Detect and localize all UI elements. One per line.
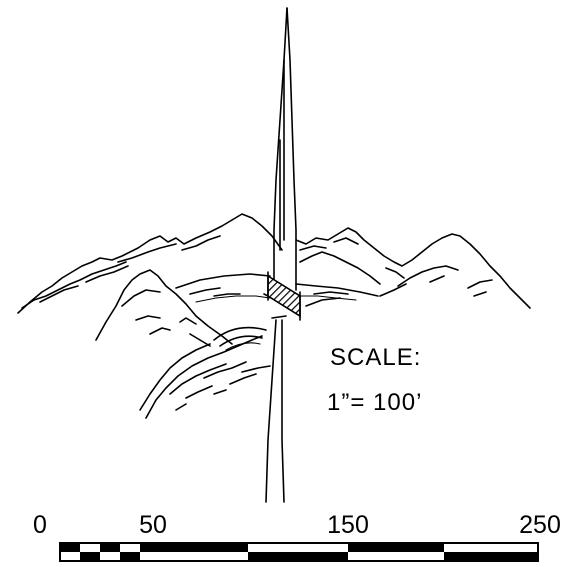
graphic-scale-bar: 0 50 150 250 <box>33 511 561 562</box>
right-ridge <box>295 227 531 309</box>
scale-tick-250: 250 <box>519 511 561 539</box>
scale-ratio: 1”= 100’ <box>327 389 422 416</box>
scale-tick-50: 50 <box>139 511 167 539</box>
dam-structure <box>263 271 301 321</box>
scale-title: SCALE: <box>330 344 421 371</box>
left-inner-peak <box>95 269 233 345</box>
scale-tick-150: 150 <box>327 511 369 539</box>
scale-seg <box>120 552 140 561</box>
terrain-sketch <box>17 213 531 419</box>
scale-tick-0: 0 <box>33 511 47 539</box>
north-arrow-spire <box>273 7 297 291</box>
dam-arc <box>213 326 267 341</box>
scale-seg <box>80 552 100 561</box>
lower-shaft <box>265 315 287 503</box>
scale-seg <box>100 543 120 552</box>
scale-seg <box>248 552 348 561</box>
scale-seg <box>348 543 444 552</box>
scale-seg <box>158 543 248 552</box>
scale-seg <box>140 543 158 552</box>
scale-seg <box>444 552 538 561</box>
valley-right <box>295 283 379 297</box>
scale-seg <box>60 543 80 552</box>
valley-left <box>175 273 271 289</box>
lower-left-slope <box>139 343 211 411</box>
left-ridge <box>17 213 283 314</box>
